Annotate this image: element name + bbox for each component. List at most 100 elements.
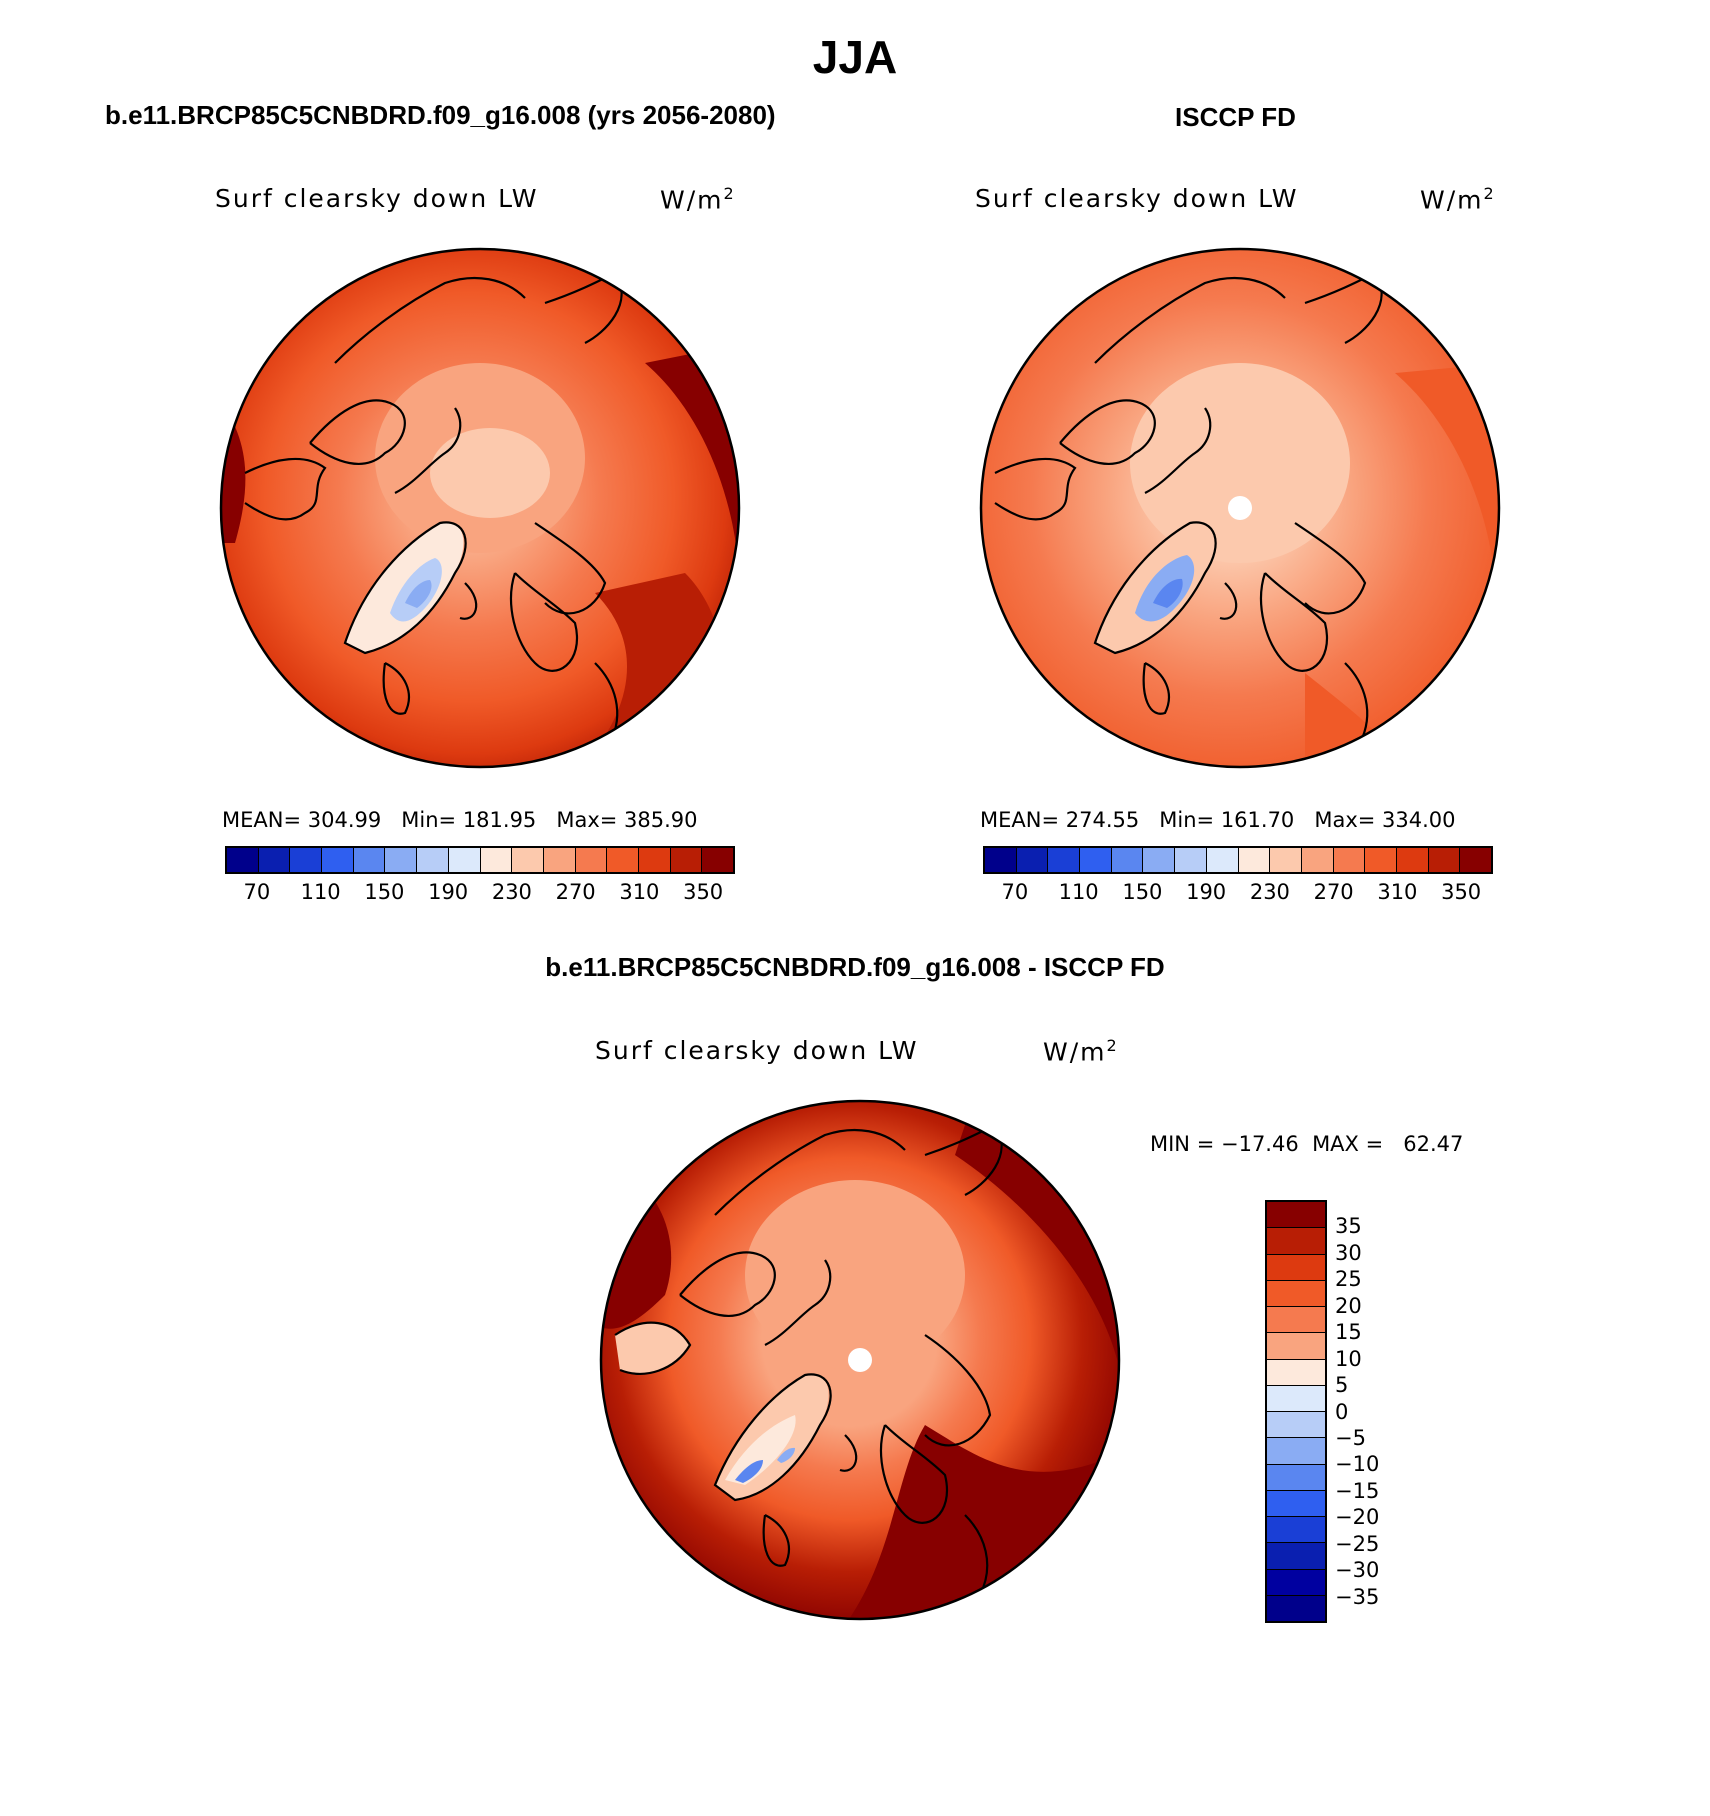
colorbar-cell — [670, 848, 703, 872]
top-right-case-title: ISCCP FD — [1175, 102, 1296, 132]
colorbar-cell — [1428, 848, 1461, 872]
colorbar-cell — [417, 848, 449, 872]
colorbar-cell — [1460, 848, 1491, 872]
colorbar-cell — [1267, 1333, 1325, 1360]
bottom-difference-map — [599, 1099, 1121, 1621]
colorbar-tick-label: 150 — [1122, 880, 1163, 904]
top-right-polar-map — [979, 247, 1501, 769]
colorbar-tick-label: 20 — [1335, 1293, 1362, 1318]
colorbar-tick-label: 35 — [1335, 1214, 1362, 1239]
colorbar-cell — [385, 848, 418, 872]
colorbar-tick-label: −20 — [1335, 1505, 1380, 1530]
top-right-stats: MEAN= 274.55 Min= 161.70 Max= 334.00 — [980, 808, 1456, 832]
colorbar-cell — [1365, 848, 1397, 872]
colorbar-cell — [448, 848, 481, 872]
colorbar-cell — [543, 848, 576, 872]
greenland-negative-spot-2 — [777, 1447, 795, 1463]
colorbar-tick-label: 230 — [491, 880, 532, 904]
colorbar-tick-label: 110 — [1058, 880, 1099, 904]
colorbar-tick-label: −15 — [1335, 1478, 1380, 1503]
top-left-case-title: b.e11.BRCP85C5CNBDRD.f09_g16.008 (yrs 20… — [105, 100, 776, 130]
colorbar-tick-label: −25 — [1335, 1531, 1380, 1556]
greenland-near-zero — [725, 1415, 796, 1485]
colorbar-tick-label: 5 — [1335, 1373, 1349, 1398]
top-left-units-label: W/m2 — [660, 184, 736, 215]
top-right-units-label: W/m2 — [1420, 184, 1496, 215]
colorbar-cell — [1267, 1517, 1325, 1544]
colorbar-cell — [1267, 1569, 1325, 1596]
colorbar-cell — [1016, 848, 1049, 872]
colorbar-cell — [575, 848, 608, 872]
colorbar-tick-label: −30 — [1335, 1558, 1380, 1583]
colorbar-cell — [638, 848, 671, 872]
colorbar-tick-label: 270 — [555, 880, 596, 904]
bottom-colorbar-ticks: 35 30 25 20 15 10 5 0 −5 −10 −15 −20 −25 −30 −35 — [1335, 1200, 1415, 1623]
colorbar-cell — [1267, 1385, 1325, 1412]
colorbar-tick-label: 190 — [1186, 880, 1227, 904]
bottom-colorbar — [1265, 1200, 1327, 1623]
colorbar-tick-label: 70 — [1001, 880, 1029, 904]
colorbar-cell — [1267, 1490, 1325, 1517]
colorbar-cell — [1267, 1228, 1325, 1255]
colorbar-cell — [1267, 1307, 1325, 1334]
colorbar-tick-label: 15 — [1335, 1320, 1362, 1345]
greenland-coldest — [1153, 578, 1183, 608]
colorbar-tick-label: 110 — [300, 880, 341, 904]
colorbar-cell — [258, 848, 291, 872]
colorbar-cell — [1238, 848, 1271, 872]
top-left-colorbar — [225, 846, 735, 874]
top-left-variable-label: Surf clearsky down LW — [215, 184, 539, 213]
colorbar-tick-label: 0 — [1335, 1399, 1349, 1424]
top-left-polar-map — [219, 247, 741, 769]
colorbar-tick-label: 70 — [243, 880, 271, 904]
colorbar-tick-label: 25 — [1335, 1267, 1362, 1292]
colorbar-cell — [1267, 1202, 1325, 1229]
canada-low-diff — [615, 1322, 690, 1374]
colorbar-tick-label: −10 — [1335, 1452, 1380, 1477]
colorbar-cell — [1048, 848, 1081, 872]
colorbar-cell — [1267, 1280, 1325, 1307]
colorbar-tick-label: 190 — [428, 880, 469, 904]
colorbar-cell — [1080, 848, 1112, 872]
colorbar-cell — [290, 848, 323, 872]
colorbar-cell — [1206, 848, 1239, 872]
map-boundary — [979, 247, 1501, 769]
greenland-coldest — [405, 580, 432, 608]
warm-band-east — [1395, 363, 1499, 643]
colorbar-tick-label: −5 — [1335, 1425, 1366, 1450]
greenland-negative-spot — [735, 1460, 763, 1483]
colorbar-tick-label: 10 — [1335, 1346, 1362, 1371]
colorbar-tick-label: −35 — [1335, 1584, 1380, 1609]
colorbar-cell — [1267, 1412, 1325, 1439]
top-right-variable-label: Surf clearsky down LW — [975, 184, 1299, 213]
colorbar-cell — [1267, 1438, 1325, 1465]
colorbar-tick-label: 30 — [1335, 1240, 1362, 1265]
colorbar-cell — [322, 848, 354, 872]
colorbar-cell — [1267, 1595, 1325, 1621]
figure-title: JJA — [812, 31, 898, 83]
colorbar-cell — [1333, 848, 1366, 872]
colorbar-cell — [1301, 848, 1334, 872]
colorbar-cell — [353, 848, 386, 872]
top-left-colorbar-ticks: 70 110 150 190 230 270 310 350 — [225, 880, 735, 906]
missing-data-pole — [1228, 496, 1252, 520]
colorbar-cell — [1175, 848, 1207, 872]
top-right-colorbar — [983, 846, 1493, 874]
colorbar-tick-label: 270 — [1313, 880, 1354, 904]
top-left-stats: MEAN= 304.99 Min= 181.95 Max= 385.90 — [222, 808, 698, 832]
colorbar-cell — [985, 848, 1017, 872]
colorbar-tick-label: 150 — [364, 880, 405, 904]
colorbar-cell — [1267, 1359, 1325, 1386]
colorbar-tick-label: 310 — [619, 880, 660, 904]
map-boundary — [219, 247, 741, 769]
colorbar-cell — [227, 848, 259, 872]
colorbar-cell — [702, 848, 733, 872]
colorbar-cell — [607, 848, 639, 872]
arctic-ocean-field — [1130, 363, 1350, 563]
bottom-case-title: b.e11.BRCP85C5CNBDRD.f09_g16.008 - ISCCP… — [545, 952, 1165, 982]
bottom-variable-label: Surf clearsky down LW — [595, 1036, 919, 1065]
colorbar-tick-label: 230 — [1249, 880, 1290, 904]
colorbar-tick-label: 310 — [1377, 880, 1418, 904]
colorbar-cell — [512, 848, 544, 872]
coastlines — [244, 271, 623, 744]
